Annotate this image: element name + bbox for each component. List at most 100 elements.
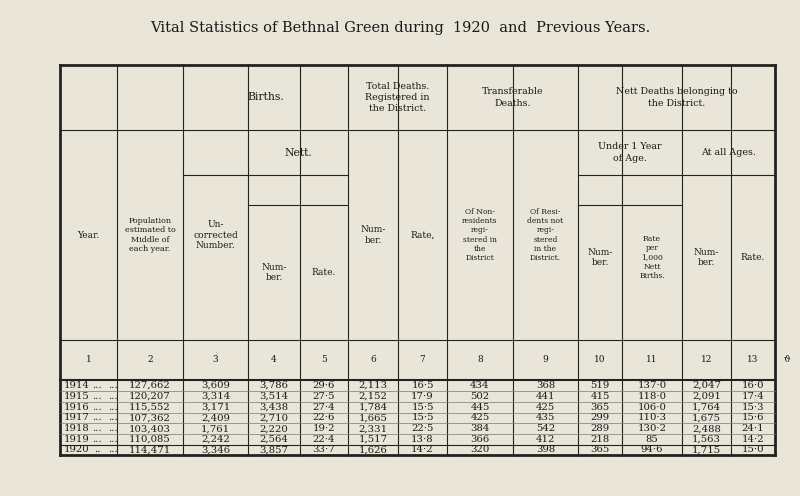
Text: ...: ... (108, 445, 118, 454)
Text: 15·0: 15·0 (742, 445, 764, 454)
Text: Rate,: Rate, (410, 231, 434, 240)
Text: Num-
ber.: Num- ber. (694, 248, 719, 267)
Text: 13: 13 (747, 356, 758, 365)
Text: 2,409: 2,409 (201, 414, 230, 423)
Text: 118·0: 118·0 (638, 392, 666, 401)
Text: Under 1 Year
of Age.: Under 1 Year of Age. (598, 142, 662, 163)
Text: 441: 441 (536, 392, 555, 401)
Text: 2,242: 2,242 (201, 435, 230, 444)
Text: Of Non-
residents
regi-
stered in
the
District: Of Non- residents regi- stered in the Di… (462, 208, 498, 262)
Text: ..: .. (94, 445, 101, 454)
Text: 366: 366 (470, 435, 490, 444)
Text: 16·5: 16·5 (411, 381, 434, 390)
Text: 3,314: 3,314 (201, 392, 230, 401)
Text: 2,152: 2,152 (358, 392, 387, 401)
Text: 365: 365 (590, 445, 610, 454)
Text: 3,514: 3,514 (259, 392, 289, 401)
Text: 1917: 1917 (64, 414, 90, 423)
Text: 103,403: 103,403 (129, 424, 171, 433)
Text: Nett.: Nett. (284, 147, 312, 158)
Text: 1: 1 (86, 356, 91, 365)
Text: Transferable
Deaths.: Transferable Deaths. (482, 87, 543, 108)
Text: 137·0: 137·0 (638, 381, 666, 390)
Text: 130·2: 130·2 (638, 424, 666, 433)
Text: 1,675: 1,675 (692, 414, 721, 423)
Text: 8: 8 (477, 356, 483, 365)
Text: 3,609: 3,609 (201, 381, 230, 390)
Text: 1,784: 1,784 (358, 403, 387, 412)
Text: 17·4: 17·4 (742, 392, 764, 401)
Text: 435: 435 (536, 414, 555, 423)
Text: 542: 542 (536, 424, 555, 433)
Text: Num-
ber.: Num- ber. (587, 248, 613, 267)
Text: 19·2: 19·2 (313, 424, 335, 433)
Text: Rate.: Rate. (741, 253, 765, 262)
Text: 365: 365 (590, 403, 610, 412)
Text: ϑ: ϑ (784, 356, 790, 365)
Text: 33·7: 33·7 (313, 445, 335, 454)
Text: 1,626: 1,626 (358, 445, 387, 454)
Text: 15·5: 15·5 (411, 414, 434, 423)
Text: 425: 425 (536, 403, 555, 412)
Text: 2,564: 2,564 (259, 435, 289, 444)
Text: 3: 3 (213, 356, 218, 365)
Text: ...: ... (108, 435, 118, 444)
Text: 299: 299 (590, 414, 610, 423)
Text: 15·5: 15·5 (411, 403, 434, 412)
Text: 425: 425 (470, 414, 490, 423)
Text: Births.: Births. (247, 92, 284, 103)
Text: Total Deaths.
Registered in
the District.: Total Deaths. Registered in the District… (366, 82, 430, 113)
Text: 320: 320 (470, 445, 490, 454)
Text: 15·3: 15·3 (742, 403, 764, 412)
Text: 85: 85 (646, 435, 658, 444)
Text: Of Resi-
dents not
regi-
stered
in the
District.: Of Resi- dents not regi- stered in the D… (527, 208, 563, 262)
Text: 412: 412 (536, 435, 555, 444)
Text: ...: ... (108, 381, 118, 390)
Text: 3,346: 3,346 (201, 445, 230, 454)
Text: ...: ... (108, 403, 118, 412)
Text: 115,552: 115,552 (129, 403, 171, 412)
Text: 15·6: 15·6 (742, 414, 764, 423)
Text: 2,091: 2,091 (692, 392, 721, 401)
Text: 29·6: 29·6 (313, 381, 335, 390)
Text: 3,786: 3,786 (259, 381, 289, 390)
Text: ...: ... (108, 392, 118, 401)
Text: 519: 519 (590, 381, 610, 390)
Text: 17·9: 17·9 (411, 392, 434, 401)
Text: 1,761: 1,761 (201, 424, 230, 433)
Text: 2,220: 2,220 (260, 424, 288, 433)
Text: 4: 4 (271, 356, 277, 365)
Text: ...: ... (92, 424, 102, 433)
Text: 1920: 1920 (64, 445, 90, 454)
Text: 16·0: 16·0 (742, 381, 764, 390)
Text: 2,113: 2,113 (358, 381, 387, 390)
Text: 1,764: 1,764 (692, 403, 721, 412)
Text: 24·1: 24·1 (742, 424, 764, 433)
Text: 3,171: 3,171 (201, 403, 230, 412)
Text: Vital Statistics of Bethnal Green during  1920  and  Previous Years.: Vital Statistics of Bethnal Green during… (150, 21, 650, 35)
Text: 1919: 1919 (64, 435, 90, 444)
Text: 5: 5 (321, 356, 327, 365)
Text: Rate.: Rate. (312, 268, 336, 277)
Text: Rate
per
1,000
Nett
Births.: Rate per 1,000 Nett Births. (639, 235, 665, 280)
Text: 2,331: 2,331 (358, 424, 387, 433)
Text: 445: 445 (470, 403, 490, 412)
Text: ...: ... (92, 392, 102, 401)
Text: 114,471: 114,471 (129, 445, 171, 454)
Text: ...: ... (92, 403, 102, 412)
Text: 218: 218 (590, 435, 610, 444)
Text: 1916: 1916 (64, 403, 90, 412)
Text: 2: 2 (147, 356, 153, 365)
Text: 127,662: 127,662 (129, 381, 171, 390)
Text: 27·5: 27·5 (313, 392, 335, 401)
Text: 1,517: 1,517 (358, 435, 387, 444)
Text: 7: 7 (420, 356, 426, 365)
Text: 120,207: 120,207 (129, 392, 171, 401)
Text: 6: 6 (370, 356, 376, 365)
Text: 415: 415 (590, 392, 610, 401)
Text: 11: 11 (646, 356, 658, 365)
Text: ...: ... (92, 414, 102, 423)
Text: 22·5: 22·5 (411, 424, 434, 433)
Text: 22·4: 22·4 (313, 435, 335, 444)
Text: 3,857: 3,857 (259, 445, 289, 454)
